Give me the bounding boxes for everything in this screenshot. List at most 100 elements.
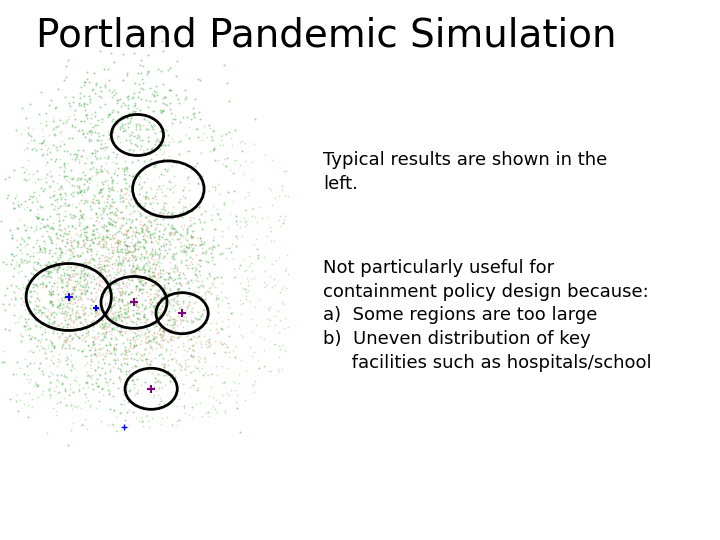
Point xyxy=(55,246,67,254)
Point xyxy=(60,230,71,238)
Point xyxy=(71,302,83,310)
Point xyxy=(194,314,205,323)
Point xyxy=(121,230,132,238)
Point xyxy=(120,163,132,172)
Point xyxy=(144,183,156,191)
Point xyxy=(45,378,56,387)
Point xyxy=(66,308,77,317)
Point xyxy=(171,292,183,301)
Point xyxy=(158,125,169,133)
Point xyxy=(116,221,127,230)
Point xyxy=(46,289,58,298)
Point xyxy=(220,254,232,262)
Point xyxy=(166,227,177,236)
Point xyxy=(86,374,97,382)
Point xyxy=(143,226,155,235)
Point xyxy=(158,202,169,211)
Point xyxy=(110,277,122,286)
Point xyxy=(171,72,182,80)
Point xyxy=(139,344,150,353)
Point xyxy=(24,170,35,178)
Point xyxy=(172,311,184,320)
Point xyxy=(196,277,207,286)
Point xyxy=(117,390,128,399)
Point xyxy=(163,274,174,283)
Point xyxy=(44,211,55,220)
Point xyxy=(109,119,120,127)
Point xyxy=(66,242,78,251)
Point xyxy=(148,272,159,280)
Point xyxy=(140,302,151,310)
Point xyxy=(122,298,134,307)
Point xyxy=(30,321,41,329)
Point xyxy=(53,378,65,387)
Point xyxy=(105,330,117,339)
Point xyxy=(132,245,144,254)
Point xyxy=(145,340,156,349)
Point xyxy=(235,261,246,270)
Point xyxy=(54,397,66,406)
Point xyxy=(57,296,68,305)
Point xyxy=(43,287,55,295)
Point xyxy=(150,386,162,395)
Point xyxy=(176,210,188,218)
Point xyxy=(122,408,133,416)
Point xyxy=(206,131,217,140)
Point xyxy=(58,293,69,301)
Point xyxy=(104,219,116,227)
Point xyxy=(145,200,157,208)
Point xyxy=(114,303,125,312)
Point xyxy=(207,401,219,410)
Point xyxy=(121,93,132,102)
Point xyxy=(138,85,149,93)
Point xyxy=(91,154,102,163)
Point xyxy=(64,385,76,394)
Point xyxy=(246,158,257,167)
Point xyxy=(142,224,153,232)
Point xyxy=(64,273,76,281)
Point xyxy=(148,303,160,312)
Point xyxy=(185,334,197,343)
Point xyxy=(9,193,21,202)
Point xyxy=(50,154,61,163)
Point xyxy=(55,141,66,150)
Point xyxy=(32,336,44,345)
Point xyxy=(179,409,191,418)
Point xyxy=(204,412,215,421)
Point xyxy=(127,247,138,255)
Point xyxy=(219,60,230,69)
Point xyxy=(192,333,203,341)
Point xyxy=(14,214,25,223)
Point xyxy=(38,237,50,245)
Point xyxy=(70,280,81,289)
Point xyxy=(202,258,214,267)
Point xyxy=(263,303,274,312)
Point xyxy=(102,218,114,226)
Point xyxy=(220,161,232,170)
Point xyxy=(126,235,138,244)
Point xyxy=(102,321,113,330)
Point xyxy=(53,303,65,312)
Point xyxy=(91,358,103,367)
Point xyxy=(228,273,240,282)
Point xyxy=(163,295,174,304)
Point xyxy=(18,237,30,245)
Point xyxy=(143,332,154,341)
Point xyxy=(73,295,84,303)
Point xyxy=(31,281,42,290)
Point xyxy=(130,120,142,129)
Point xyxy=(135,256,147,265)
Point xyxy=(85,295,96,303)
Point xyxy=(160,126,171,135)
Point xyxy=(223,332,235,341)
Point xyxy=(175,318,186,327)
Point xyxy=(150,87,162,96)
Point xyxy=(212,370,223,379)
Point xyxy=(63,391,75,400)
Point xyxy=(147,251,158,260)
Point xyxy=(138,121,149,130)
Point xyxy=(143,360,155,368)
Point xyxy=(212,300,224,308)
Point xyxy=(120,240,131,249)
Point xyxy=(68,332,79,341)
